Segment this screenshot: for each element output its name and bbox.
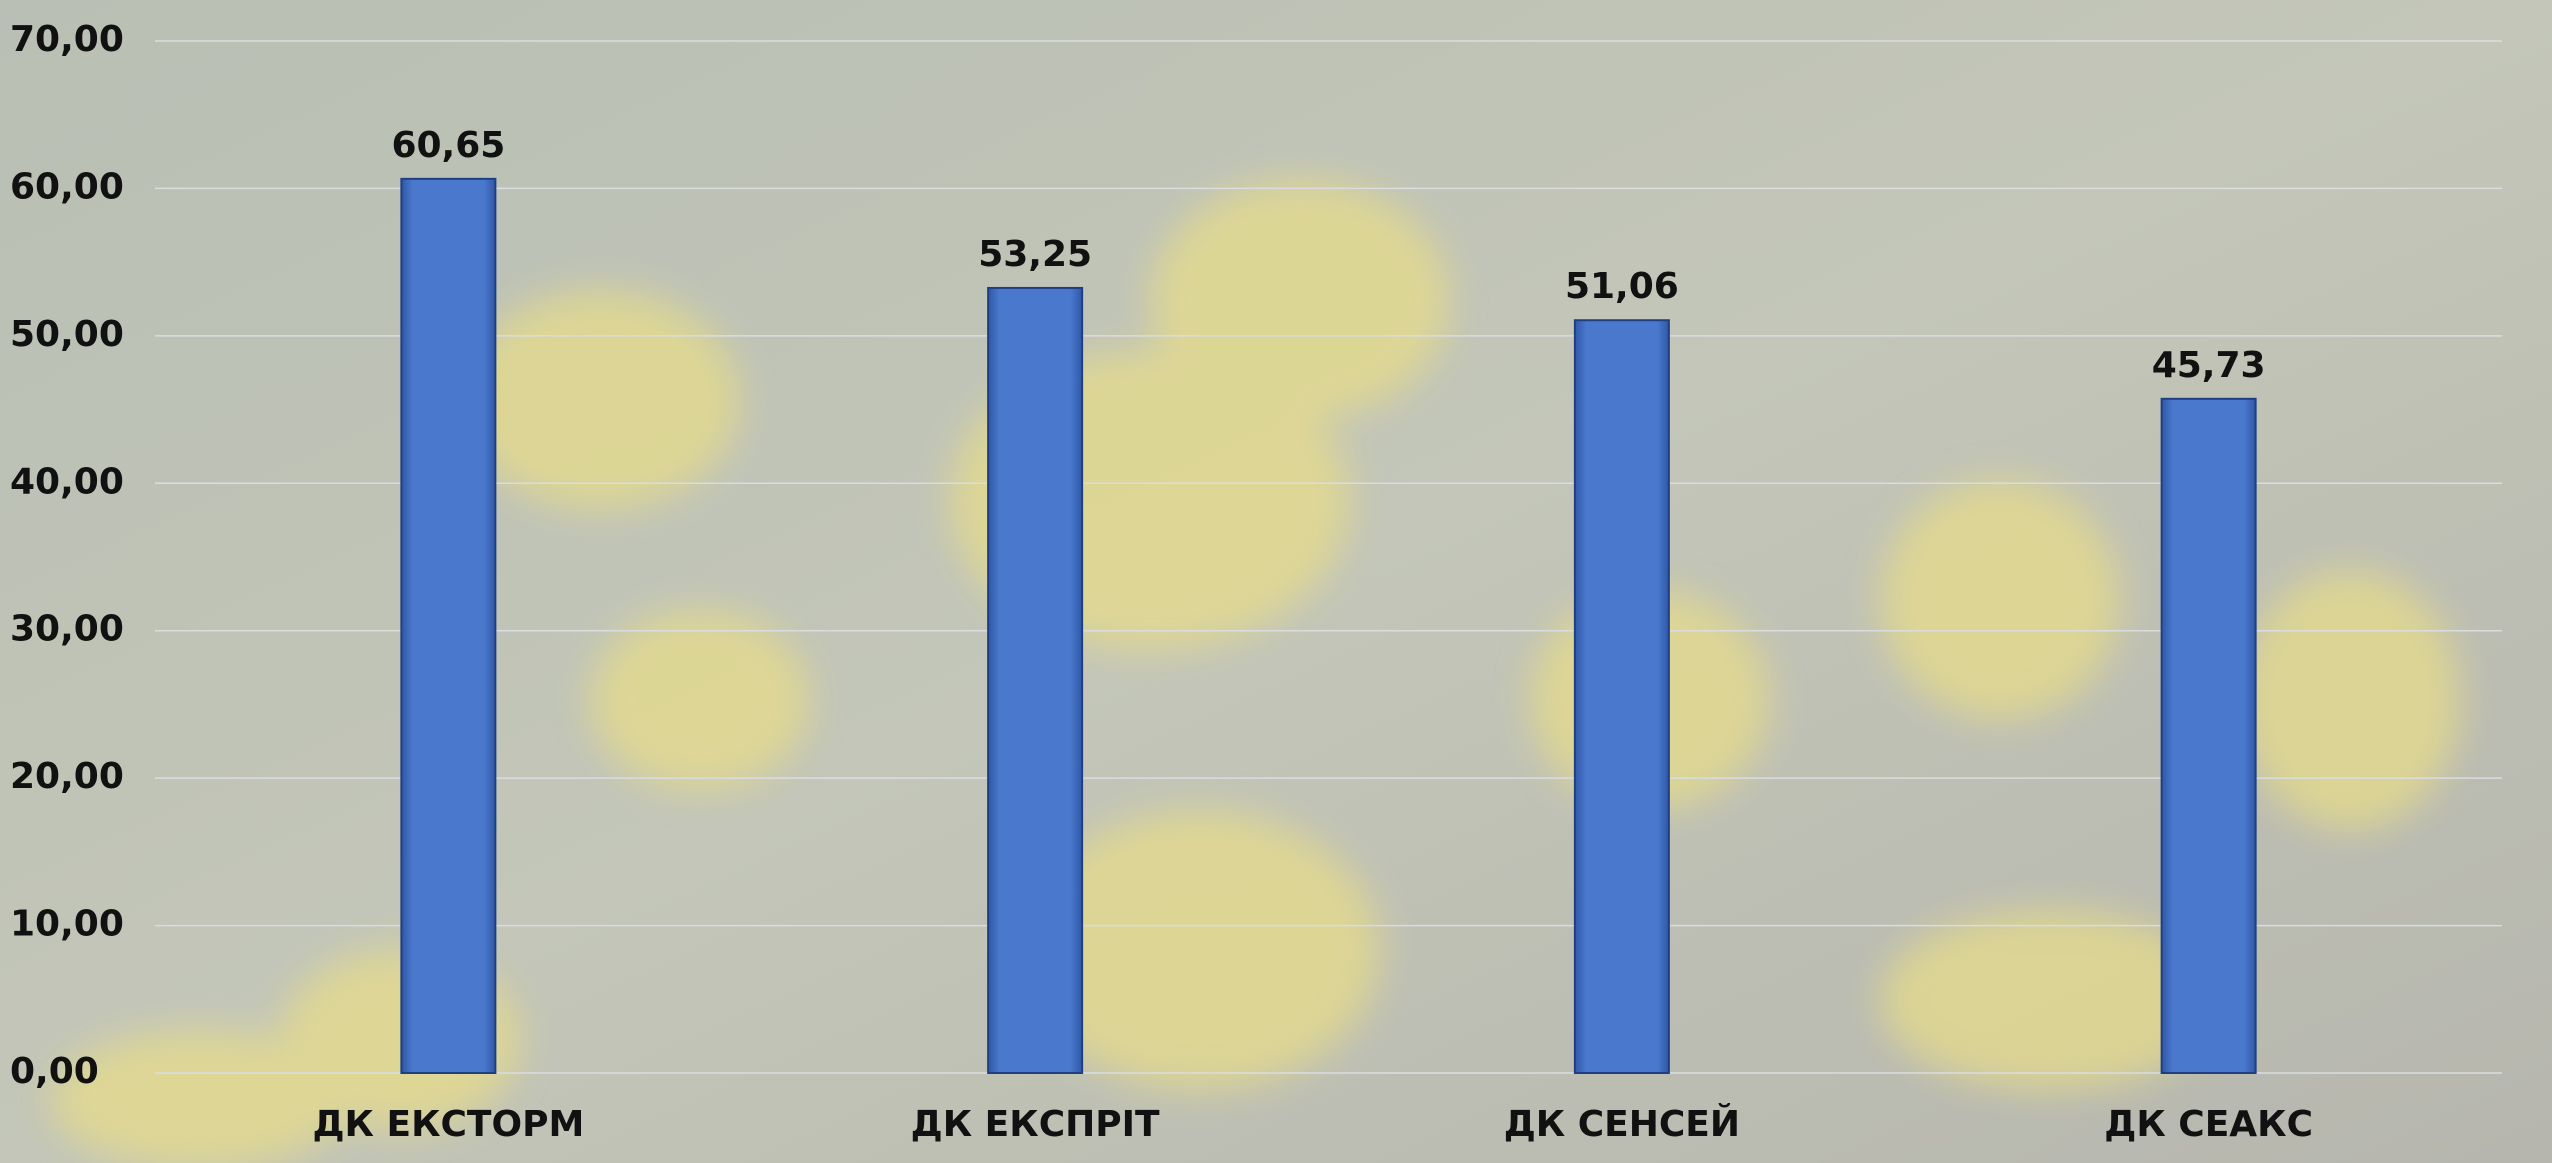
value-label: 60,65 — [391, 125, 505, 166]
bar — [1575, 320, 1669, 1073]
y-tick-label: 60,00 — [10, 166, 124, 207]
x-tick-label: ДК ЕКСПРІТ — [911, 1104, 1160, 1145]
y-tick-label: 70,00 — [10, 19, 124, 60]
y-tick-label: 50,00 — [10, 314, 124, 355]
y-tick-label: 0,00 — [10, 1051, 99, 1092]
chart: 0,00 10,00 20,00 30,00 40,00 50,00 60,00 70,00 Д… — [0, 0, 2552, 1163]
x-tick-label: ДК СЕАКС — [2104, 1104, 2313, 1145]
x-tick-label: ДК ЕКСТОРМ — [312, 1104, 584, 1145]
bar — [988, 288, 1082, 1073]
y-tick-label: 20,00 — [10, 756, 124, 797]
x-tick-label: ДК СЕНСЕЙ — [1504, 1103, 1740, 1145]
y-tick-label: 40,00 — [10, 461, 124, 502]
bar — [2162, 399, 2256, 1073]
value-label: 53,25 — [978, 234, 1092, 275]
y-tick-label: 30,00 — [10, 609, 124, 650]
bar — [401, 179, 495, 1073]
y-tick-label: 10,00 — [10, 904, 124, 945]
value-label: 45,73 — [2152, 345, 2266, 386]
value-label: 51,06 — [1565, 266, 1679, 307]
